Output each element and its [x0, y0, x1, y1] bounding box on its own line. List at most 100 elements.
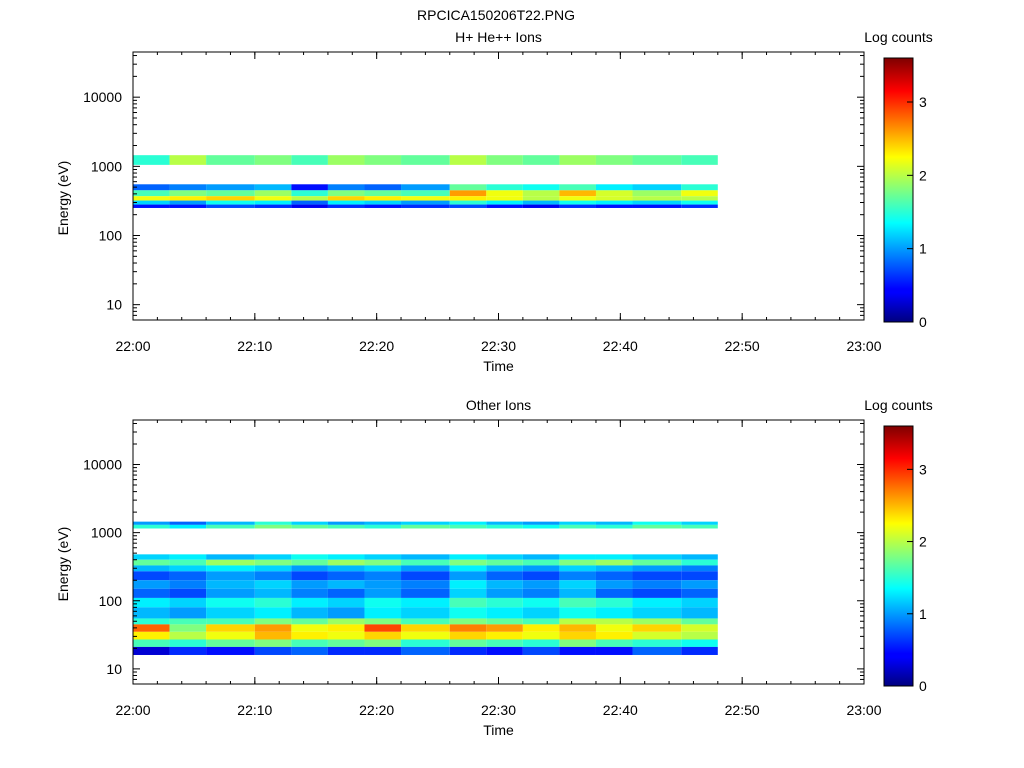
heatmap-cell — [401, 200, 450, 205]
heatmap-cell — [559, 196, 596, 201]
heatmap-cell — [206, 196, 255, 201]
colorbar-tick-label: 3 — [919, 94, 927, 110]
heatmap-cell — [681, 597, 718, 608]
heatmap-cell — [681, 184, 718, 191]
y-tick-label: 1000 — [91, 525, 122, 541]
heatmap-cell — [522, 524, 560, 529]
heatmap-cell — [595, 521, 633, 525]
heatmap-cell — [401, 646, 450, 655]
heatmap-cell — [401, 565, 450, 572]
x-tick-label: 22:50 — [725, 338, 760, 354]
heatmap-cell — [291, 607, 328, 619]
heatmap-cell — [254, 155, 292, 165]
heatmap-cell — [364, 204, 402, 208]
heatmap-cell — [681, 571, 718, 581]
heatmap-cell — [522, 190, 560, 197]
heatmap-cell — [327, 646, 365, 655]
heatmap-cell — [133, 190, 170, 197]
heatmap-cell — [206, 565, 255, 572]
heatmap-cell — [169, 155, 207, 165]
heatmap-cell — [449, 204, 487, 208]
heatmap-cell — [486, 588, 523, 598]
heatmap-cell — [595, 624, 633, 632]
heatmap-cell — [681, 155, 718, 165]
heatmap-cell — [522, 559, 560, 566]
heatmap-cell — [681, 524, 718, 529]
heatmap-cell — [364, 580, 402, 589]
heatmap-cell — [327, 588, 365, 598]
heatmap-cell — [632, 184, 682, 191]
y-axis-label: Energy (eV) — [55, 527, 71, 602]
heatmap-cell — [559, 597, 596, 608]
colorbar — [883, 57, 914, 323]
heatmap-cell — [364, 155, 402, 165]
heatmap-cell — [133, 631, 170, 640]
heatmap-cell — [254, 565, 292, 572]
heatmap-cell — [364, 597, 402, 608]
heatmap-cell — [632, 559, 682, 566]
heatmap-cell — [559, 200, 596, 205]
heatmap-cell — [169, 521, 207, 525]
heatmap-cell — [206, 588, 255, 598]
heatmap-cell — [522, 580, 560, 589]
heatmap-cell — [595, 631, 633, 640]
heatmap-cell — [133, 200, 170, 205]
heatmap-cell — [327, 155, 365, 165]
heatmap-cell — [133, 204, 170, 208]
heatmap-cell — [486, 646, 523, 655]
heatmap-cell — [291, 588, 328, 598]
x-tick-label: 22:10 — [237, 702, 272, 718]
heatmap-cell — [449, 646, 487, 655]
colorbar-tick-label: 1 — [919, 241, 927, 257]
heatmap-cell — [327, 524, 365, 529]
heatmap-cell — [291, 631, 328, 640]
heatmap-cell — [401, 155, 450, 165]
heatmap-cell — [632, 580, 682, 589]
heatmap-cell — [449, 631, 487, 640]
heatmap-cell — [486, 190, 523, 197]
heatmap-cell — [206, 184, 255, 191]
heatmap-cell — [632, 618, 682, 625]
heatmap-cell — [169, 204, 207, 208]
heatmap-cell — [486, 565, 523, 572]
heatmap-cell — [522, 607, 560, 619]
colorbar-label: Log counts — [864, 397, 933, 413]
heatmap-cell — [401, 554, 450, 560]
heatmap-cell — [486, 554, 523, 560]
heatmap-cell — [449, 639, 487, 647]
heatmap-cell — [364, 618, 402, 625]
heatmap-cell — [449, 624, 487, 632]
y-tick-label: 10 — [106, 297, 122, 313]
heatmap-cell — [401, 580, 450, 589]
heatmap-cell — [559, 588, 596, 598]
y-tick-label: 10000 — [83, 89, 122, 105]
heatmap-cell — [327, 200, 365, 205]
heatmap-cell — [681, 646, 718, 655]
heatmap-cell — [327, 639, 365, 647]
heatmap-cell — [206, 200, 255, 205]
colorbar — [883, 425, 914, 687]
panel-title: H+ He++ Ions — [455, 29, 542, 45]
y-tick-label: 10000 — [83, 457, 122, 473]
heatmap-cell — [595, 607, 633, 619]
heatmap-cell — [327, 618, 365, 625]
heatmap-cell — [449, 618, 487, 625]
heatmap-cell — [559, 624, 596, 632]
heatmap-cell — [595, 646, 633, 655]
heatmap-cell — [401, 571, 450, 581]
heatmap-cell — [133, 565, 170, 572]
x-tick-label: 22:10 — [237, 338, 272, 354]
heatmap-cell — [327, 521, 365, 525]
heatmap-cells — [133, 155, 718, 208]
heatmap-cell — [681, 565, 718, 572]
heatmap-cell — [364, 646, 402, 655]
x-axis-label: Time — [483, 358, 514, 374]
x-tick-label: 22:20 — [359, 702, 394, 718]
heatmap-cell — [206, 597, 255, 608]
heatmap-cell — [206, 204, 255, 208]
heatmap-cell — [291, 571, 328, 581]
heatmap-cell — [559, 571, 596, 581]
heatmap-cell — [327, 607, 365, 619]
heatmap-cell — [327, 204, 365, 208]
